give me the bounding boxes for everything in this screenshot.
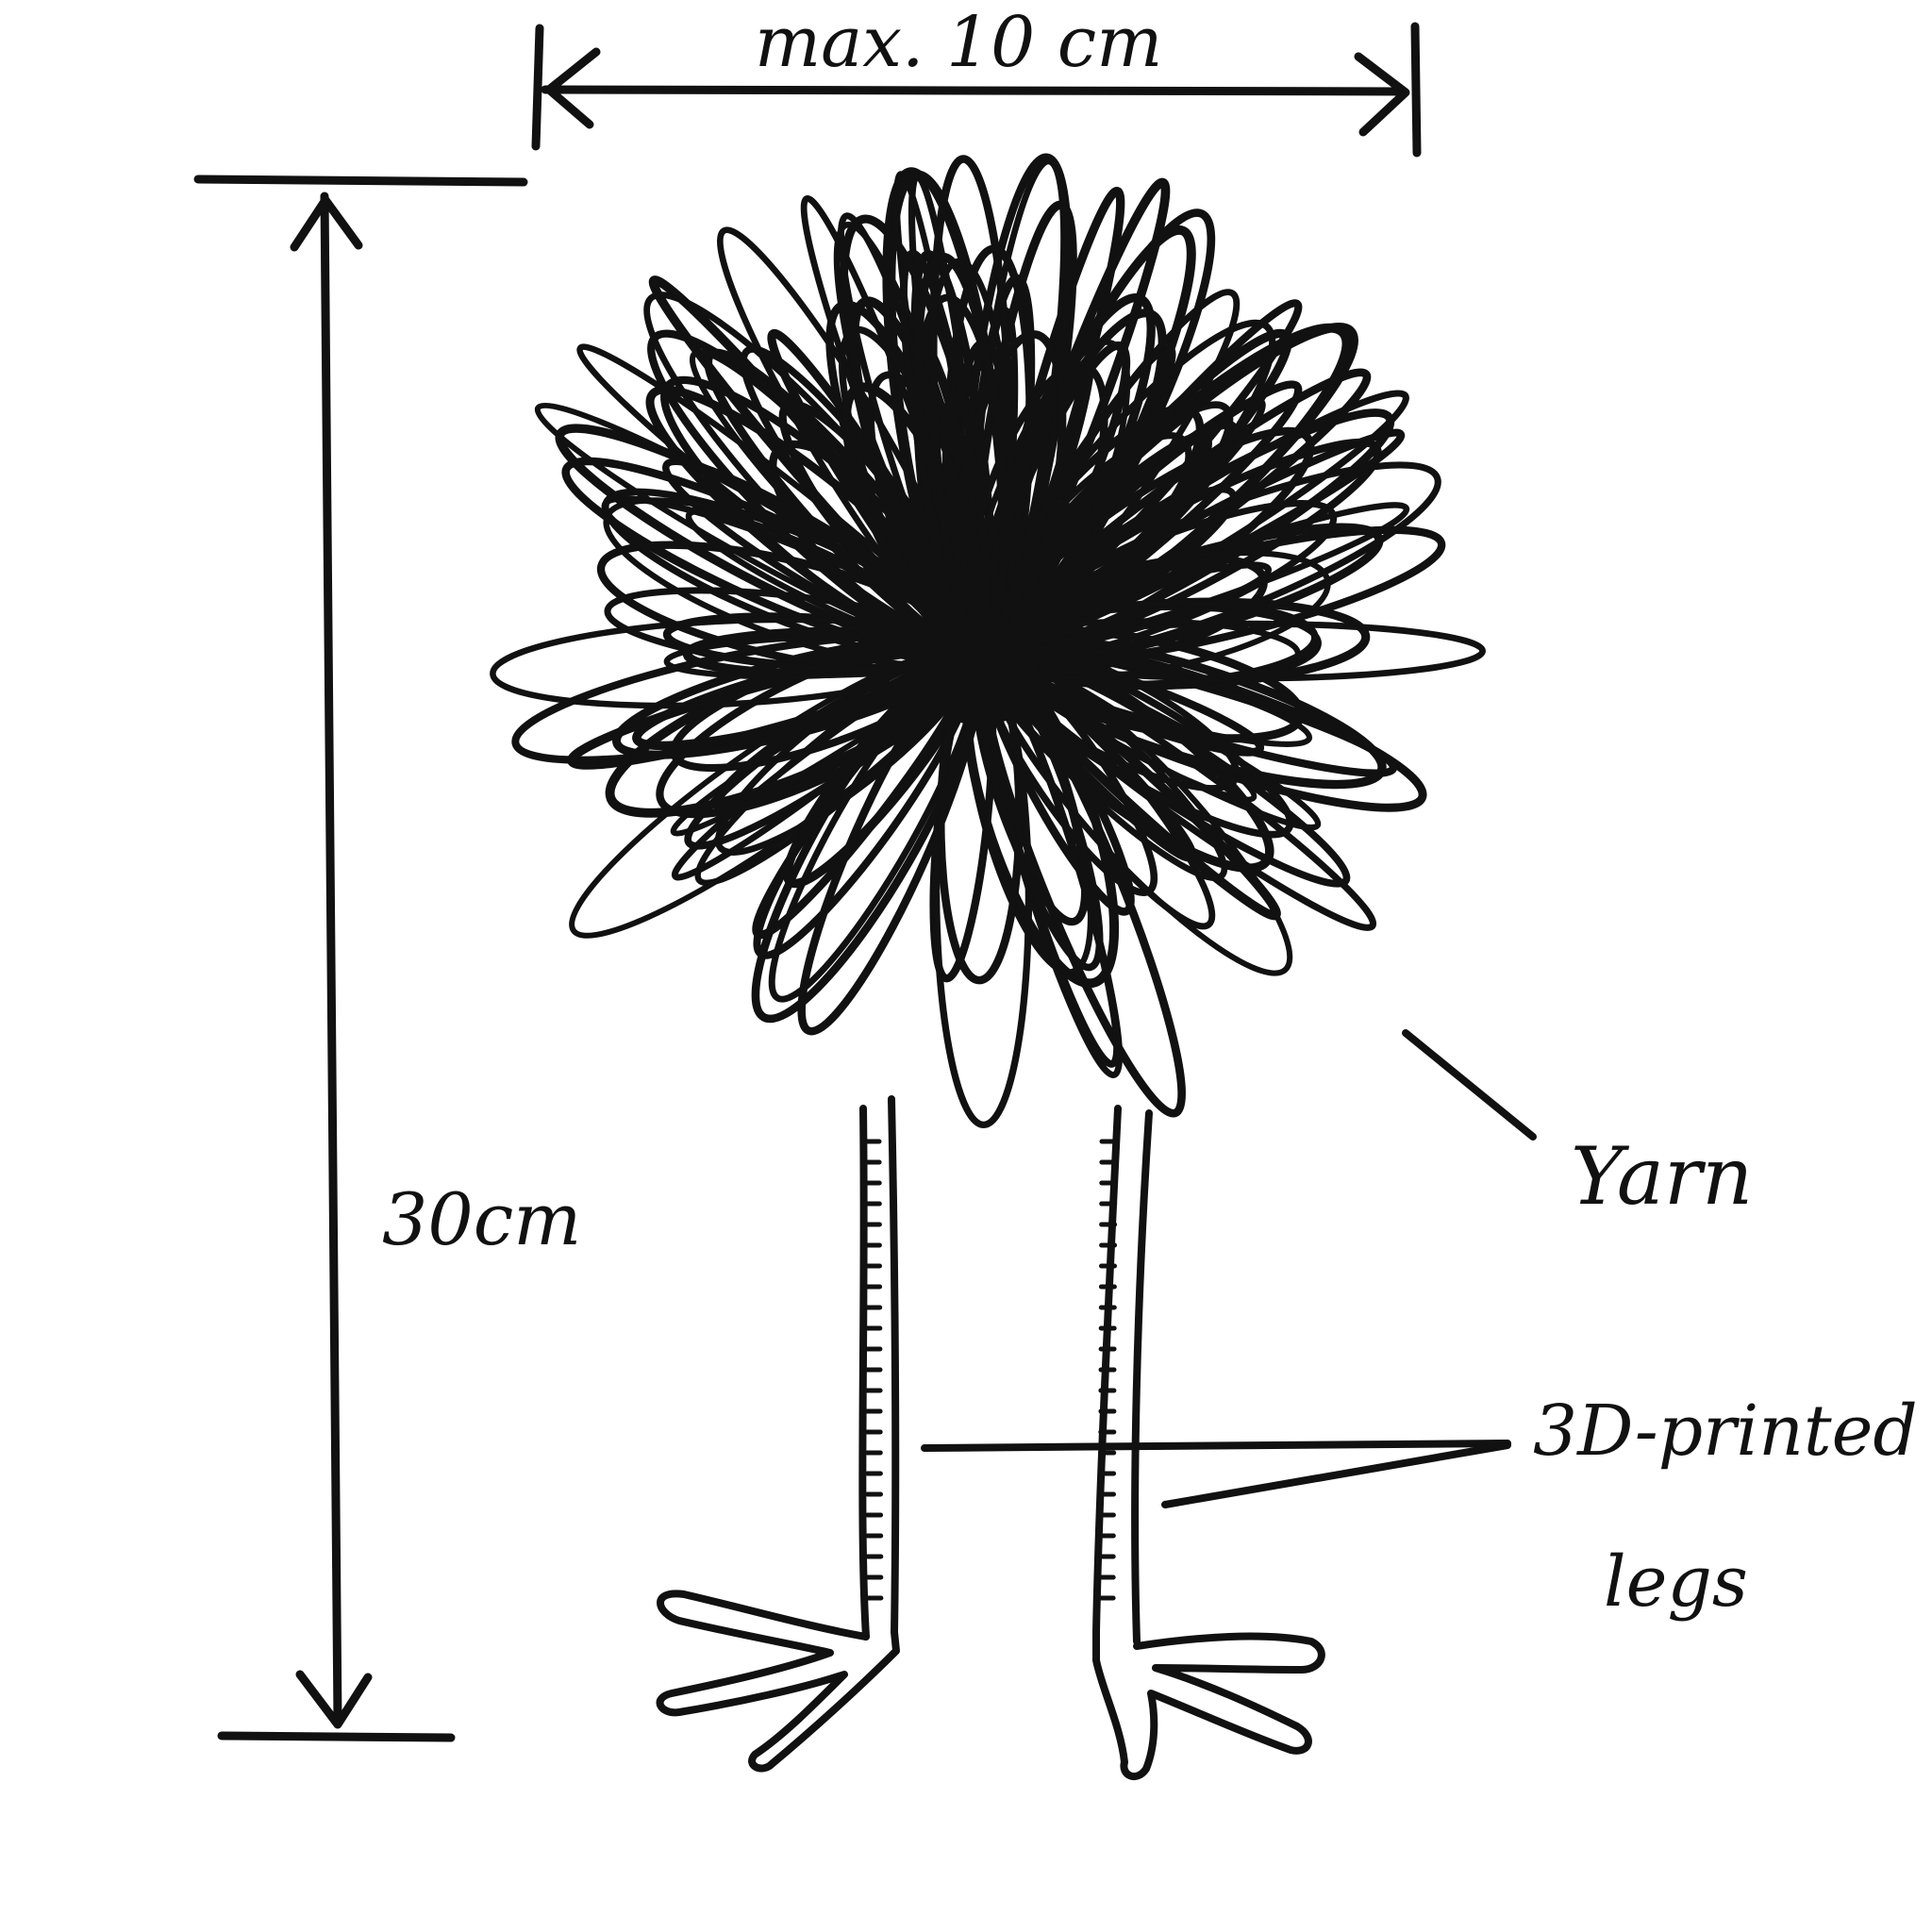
yarn-label: Yarn	[1571, 1130, 1754, 1223]
height-extension-top	[193, 175, 528, 187]
callout-lines	[921, 1029, 1537, 1508]
height-dimension	[193, 175, 528, 1742]
yarn-core	[924, 613, 1038, 726]
right-leg	[1092, 1105, 1325, 1781]
height-label: 30cm	[382, 1177, 582, 1261]
right-leg-ridges	[1097, 1139, 1118, 1601]
left-leg-outline	[858, 1095, 900, 1641]
right-foot-outline	[1092, 1628, 1325, 1781]
legs-leader-line-right	[1161, 1441, 1511, 1508]
width-arrow-line	[541, 85, 1408, 96]
width-label: max. 10 cm	[755, 2, 1163, 83]
left-foot-outline	[656, 1590, 900, 1773]
width-arrowhead-right	[1354, 52, 1410, 137]
width-dimension	[531, 22, 1422, 158]
legs-label-line1: 3D-printed	[1533, 1391, 1918, 1472]
yarn-leader-line	[1402, 1029, 1537, 1141]
yarn-pompom-body	[490, 153, 1487, 1129]
width-extension-right	[1410, 22, 1422, 158]
legs-leader-line-left	[921, 1440, 1511, 1452]
height-arrowhead-top	[290, 195, 363, 252]
height-extension-bottom	[217, 1731, 456, 1742]
right-leg-outline	[1092, 1105, 1153, 1645]
left-leg	[656, 1095, 900, 1773]
left-leg-ridges	[863, 1139, 884, 1601]
legs-label-line2: legs	[1604, 1541, 1748, 1623]
width-extension-left	[531, 24, 544, 151]
height-arrow-line	[320, 192, 342, 1726]
height-arrowhead-bottom	[295, 1670, 373, 1729]
width-arrowhead-left	[544, 47, 601, 129]
